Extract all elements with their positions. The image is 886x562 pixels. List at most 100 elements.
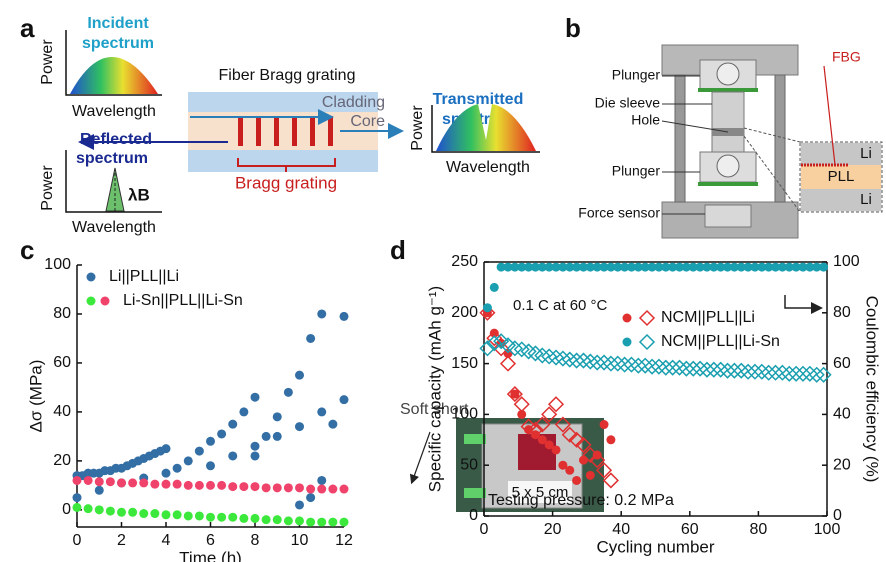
data-point bbox=[568, 352, 585, 369]
data-point bbox=[808, 366, 825, 383]
data-point bbox=[561, 426, 578, 443]
data-point bbox=[565, 262, 575, 272]
legend-marker bbox=[638, 333, 656, 351]
data-point bbox=[339, 395, 349, 405]
y2-tick-label: 20 bbox=[833, 456, 851, 473]
label: Wavelength bbox=[446, 159, 530, 176]
panel-label: c bbox=[20, 235, 34, 265]
data-point bbox=[709, 262, 719, 272]
label: Wavelength bbox=[72, 103, 156, 120]
data-point bbox=[616, 356, 633, 373]
data-point bbox=[272, 412, 282, 422]
data-point bbox=[139, 478, 149, 488]
data-point bbox=[685, 360, 702, 377]
data-point bbox=[572, 262, 582, 272]
data-point bbox=[602, 355, 619, 372]
data-point bbox=[339, 311, 349, 321]
data-point bbox=[503, 262, 513, 272]
data-point bbox=[647, 262, 657, 272]
data-point bbox=[283, 483, 293, 493]
data-point bbox=[633, 262, 643, 272]
data-point bbox=[575, 352, 592, 369]
data-point bbox=[812, 262, 822, 272]
label: Die sleeve bbox=[595, 95, 661, 111]
legend-marker bbox=[638, 309, 656, 327]
panel-a: Incident spectrum Power Wavelength Fiber… bbox=[39, 15, 540, 236]
spectrum bbox=[70, 57, 158, 94]
y-tick-label: 100 bbox=[451, 406, 478, 423]
data-point bbox=[306, 484, 316, 494]
y-tick-label: 80 bbox=[53, 305, 71, 322]
data-point bbox=[623, 356, 640, 373]
data-point bbox=[654, 262, 664, 272]
data-point bbox=[592, 450, 602, 460]
data-point bbox=[743, 262, 753, 272]
data-point bbox=[572, 475, 582, 485]
data-point bbox=[228, 451, 238, 461]
x-tick-label: 10 bbox=[291, 532, 309, 549]
y2-tick-label: 60 bbox=[833, 355, 851, 372]
label-box bbox=[508, 481, 572, 503]
data-point bbox=[681, 262, 691, 272]
label: Reflected bbox=[80, 131, 152, 148]
data-point bbox=[239, 513, 249, 523]
data-point bbox=[206, 436, 215, 446]
data-point bbox=[139, 509, 149, 519]
data-point bbox=[613, 262, 623, 272]
data-point bbox=[668, 262, 678, 272]
data-point bbox=[486, 335, 503, 352]
label: Incident bbox=[87, 15, 149, 32]
y2-tick-label: 100 bbox=[833, 253, 860, 270]
data-point bbox=[295, 370, 304, 380]
data-point bbox=[295, 422, 304, 432]
data-point bbox=[161, 468, 171, 478]
data-point bbox=[517, 262, 527, 272]
data-point bbox=[172, 463, 182, 473]
x-tick-label: 60 bbox=[681, 521, 699, 538]
data-point bbox=[551, 262, 561, 272]
data-point bbox=[94, 477, 104, 487]
data-point bbox=[328, 517, 338, 527]
label: Power bbox=[409, 105, 426, 151]
data-point bbox=[128, 478, 138, 488]
data-point bbox=[719, 362, 736, 379]
x-tick-label: 4 bbox=[162, 532, 171, 549]
data-point bbox=[506, 340, 523, 357]
label: spectrum bbox=[82, 35, 154, 52]
data-point bbox=[578, 262, 588, 272]
rod bbox=[774, 74, 786, 203]
data-point bbox=[295, 500, 304, 510]
data-point bbox=[317, 484, 327, 494]
data-point bbox=[740, 363, 757, 380]
label: Fiber Bragg grating bbox=[219, 67, 356, 84]
grating bbox=[238, 116, 333, 146]
data-point bbox=[161, 444, 171, 454]
data-point bbox=[239, 407, 249, 417]
tab bbox=[464, 434, 486, 444]
data-point bbox=[217, 480, 227, 490]
data-point bbox=[764, 262, 774, 272]
label: Wavelength bbox=[72, 219, 156, 236]
data-point bbox=[692, 360, 709, 377]
data-point bbox=[644, 358, 661, 375]
label: λB bbox=[128, 185, 150, 204]
data-point bbox=[479, 340, 496, 357]
leader bbox=[661, 120, 729, 133]
data-point bbox=[339, 517, 349, 527]
legend-marker bbox=[622, 337, 632, 347]
data-point bbox=[767, 364, 784, 381]
label: Power bbox=[39, 165, 56, 211]
data-point bbox=[83, 475, 93, 485]
label: Core bbox=[350, 113, 385, 130]
data-point bbox=[753, 363, 770, 380]
data-point bbox=[479, 304, 496, 321]
data-point bbox=[206, 512, 215, 522]
label: FBG bbox=[832, 49, 861, 65]
label: Bragg grating bbox=[235, 173, 337, 192]
data-point bbox=[606, 435, 616, 445]
data-point bbox=[499, 355, 517, 372]
data-point bbox=[537, 262, 547, 272]
x-tick-label: 40 bbox=[612, 521, 630, 538]
y-tick-label: 50 bbox=[460, 456, 478, 473]
